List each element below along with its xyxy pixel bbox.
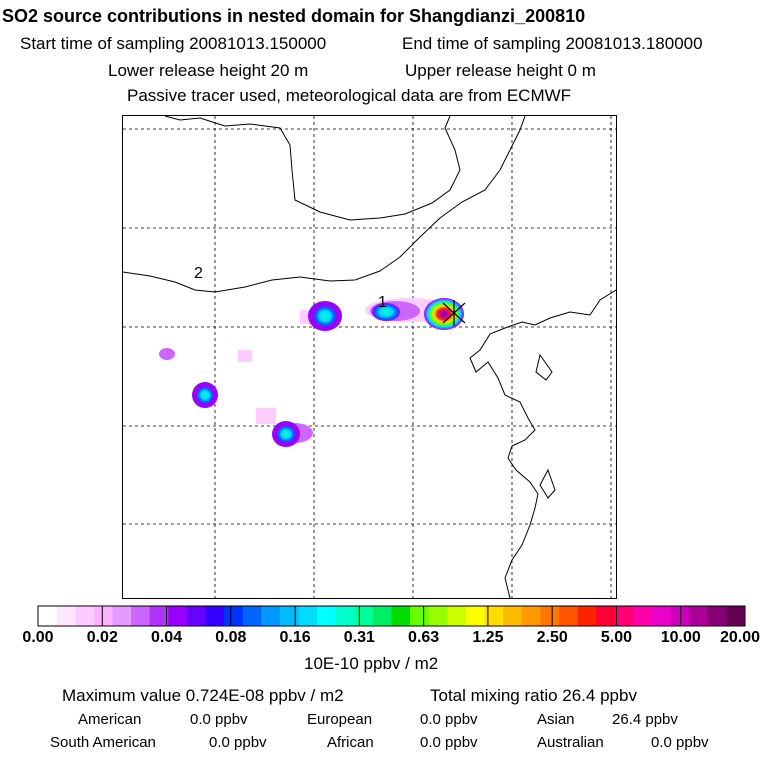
colorbar-swatch [633, 606, 653, 626]
colorbar-swatch [205, 606, 225, 626]
region-name: South American [50, 734, 156, 751]
region-name: African [327, 734, 374, 751]
colorbar-swatch [651, 606, 672, 626]
colorbar-swatch [298, 606, 318, 626]
colorbar-swatch [38, 606, 58, 626]
colorbar-swatch [447, 606, 467, 626]
region-value: 0.0 ppbv [190, 711, 248, 728]
colorbar-swatch [317, 606, 337, 626]
colorbar-tick-label: 0.16 [279, 629, 311, 646]
colorbar-tick-label: 20.00 [719, 629, 761, 646]
region-name: American [78, 711, 142, 728]
region-name: European [307, 711, 373, 728]
colorbar-swatch [335, 606, 355, 626]
colorbar-swatch [707, 606, 727, 626]
region-name: Asian [537, 711, 575, 728]
colorbar-swatch [540, 606, 560, 626]
passive-tracer-note: Passive tracer used, meteorological data… [127, 86, 572, 105]
colorbar-tick-label: 2.50 [536, 629, 568, 646]
colorbar-swatch [596, 606, 616, 626]
plume-faint [238, 350, 252, 362]
lower-release-height: Lower release height 20 m [108, 61, 309, 80]
region-value: 0.0 ppbv [209, 734, 267, 751]
colorbar-swatch [428, 606, 448, 626]
boundaries [122, 115, 617, 599]
colorbar-tick-label: 5.00 [600, 629, 633, 646]
colorbar-swatch [261, 606, 281, 626]
region-value: 0.0 ppbv [651, 734, 709, 751]
plume-hotspot [424, 298, 464, 330]
colorbar-swatch [410, 606, 430, 626]
upper-release-height: Upper release height 0 m [405, 61, 596, 80]
colorbar-swatch [75, 606, 95, 626]
receptor-marker [442, 300, 466, 326]
coastline [469, 289, 617, 599]
colorbar-swatch [168, 606, 188, 626]
total-mixing-ratio: Total mixing ratio 26.4 ppbv [430, 686, 637, 705]
colorbar-swatch [279, 606, 299, 626]
coastline [535, 353, 553, 381]
region-value: 26.4 ppbv [612, 711, 678, 728]
plume-core [196, 386, 214, 404]
region-name: Australian [537, 734, 604, 751]
colorbar-swatch [670, 606, 690, 626]
colorbar-tick-label: 0.31 [343, 629, 375, 646]
plume-faint [256, 408, 276, 424]
colorbar-units: 10E-10 ppbv / m2 [304, 654, 439, 673]
colorbar-swatch [224, 606, 244, 626]
colorbar-tick-label: 1.25 [472, 629, 504, 646]
chart-title: SO2 source contributions in nested domai… [2, 6, 586, 26]
site-label-1: 1 [378, 294, 387, 311]
coastline [539, 468, 556, 499]
start-time: Start time of sampling 20081013.150000 [20, 34, 327, 53]
colorbar-swatch [503, 606, 523, 626]
colorbar [37, 605, 746, 627]
plumes [159, 298, 464, 447]
plume-core [372, 303, 400, 321]
end-time: End time of sampling 20081013.180000 [402, 34, 703, 53]
colorbar-swatch [372, 606, 392, 626]
colorbar-tick-label: 0.04 [150, 629, 183, 646]
colorbar-swatch [391, 606, 411, 626]
colorbar-tick-label: 0.02 [86, 629, 118, 646]
colorbar-swatch [465, 606, 486, 626]
colorbar-swatch [521, 606, 541, 626]
map-frame [122, 115, 617, 599]
colorbar-tick-label: 10.00 [660, 629, 701, 646]
plume-faint [159, 348, 175, 360]
plume-core [276, 425, 296, 443]
graticule [123, 116, 616, 598]
site-label-2: 2 [194, 265, 203, 282]
plume-core [313, 305, 337, 327]
colorbar-swatch [56, 606, 76, 626]
colorbar-swatch [149, 606, 169, 626]
colorbar-tick-label: 0.08 [215, 629, 247, 646]
colorbar-swatch [577, 606, 597, 626]
colorbar-swatch [242, 606, 262, 626]
colorbar-swatch [354, 606, 374, 626]
colorbar-swatch [484, 606, 504, 626]
colorbar-tick-label: 0.63 [408, 629, 440, 646]
colorbar-swatch [112, 606, 132, 626]
colorbar-swatch [726, 606, 746, 626]
region-value: 0.0 ppbv [420, 711, 478, 728]
colorbar-swatch [558, 606, 579, 626]
colorbar-swatch [614, 606, 634, 626]
border-line [122, 115, 526, 293]
border-line [164, 115, 461, 221]
colorbar-tick-label: 0.00 [22, 629, 54, 646]
colorbar-swatch [93, 606, 113, 626]
region-value: 0.0 ppbv [420, 734, 478, 751]
colorbar-swatch [186, 606, 206, 626]
maximum-value: Maximum value 0.724E-08 ppbv / m2 [62, 686, 344, 705]
colorbar-swatch [131, 606, 151, 626]
colorbar-swatch [689, 606, 709, 626]
